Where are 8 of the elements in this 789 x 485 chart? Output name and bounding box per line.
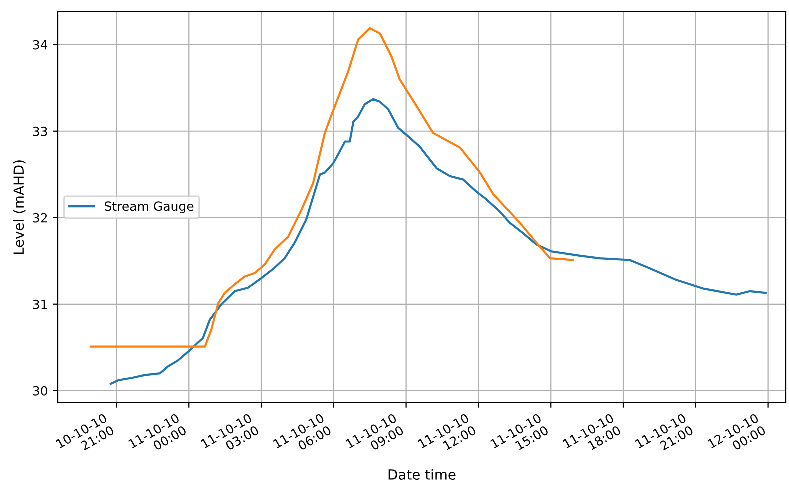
y-tick-label: 32	[33, 213, 48, 223]
x-axis-title: Date time	[388, 469, 456, 480]
y-tick-label: 31	[33, 300, 48, 310]
legend-label: Stream Gauge	[105, 202, 194, 214]
y-tick-label: 33	[33, 126, 48, 136]
y-tick-label: 34	[33, 40, 48, 50]
y-tick-label: 30	[33, 386, 48, 396]
y-axis-title: Level (mAHD)	[13, 160, 26, 254]
